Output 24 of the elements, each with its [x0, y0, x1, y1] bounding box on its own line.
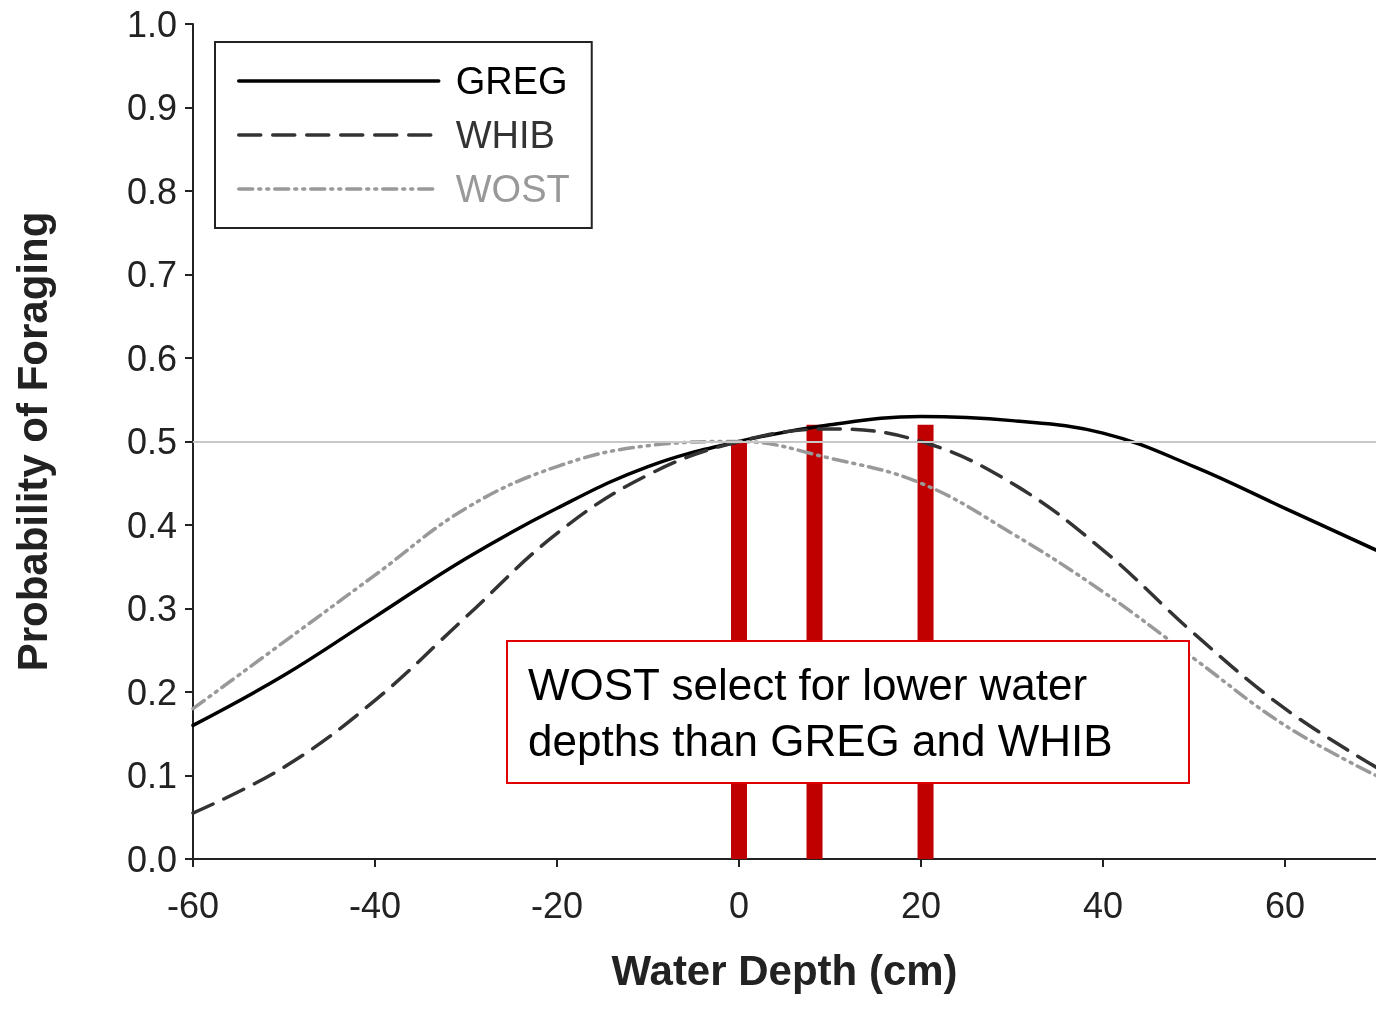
text: WHIB: [455, 114, 555, 156]
x-tick-label: -40: [348, 884, 402, 926]
text: GREG: [455, 60, 568, 102]
x-tick-label: -60: [166, 884, 220, 926]
y-tick-label: 0.9: [126, 87, 177, 128]
y-tick-label: 0.4: [126, 504, 177, 546]
y-tick-label: 0.2: [126, 671, 177, 713]
y-tick-label: 0.0: [126, 838, 177, 880]
x-tick-label: -20: [530, 884, 584, 926]
y-tick-label: 0.7: [126, 254, 177, 295]
y-tick-label: 0.8: [126, 170, 177, 212]
y-tick-label: 0.3: [126, 588, 177, 629]
x-axis-title: Water Depth (cm): [611, 946, 958, 994]
annotation: WOST select for lower water depths than GREG and WHIB: [528, 659, 1113, 765]
y-tick-label: 0.6: [126, 337, 177, 379]
y-tick-label: 1.0: [126, 3, 177, 45]
y-axis-title: Probability of Foraging: [8, 211, 56, 672]
x-tick-label: 0: [728, 884, 750, 926]
x-tick-label: 40: [1082, 884, 1124, 926]
text: WOST: [455, 168, 570, 210]
y-tick-label: 0.5: [126, 421, 177, 462]
y-tick-label: 0.1: [126, 755, 177, 796]
x-tick-label: 20: [900, 884, 942, 926]
x-tick-label: 60: [1264, 884, 1306, 926]
